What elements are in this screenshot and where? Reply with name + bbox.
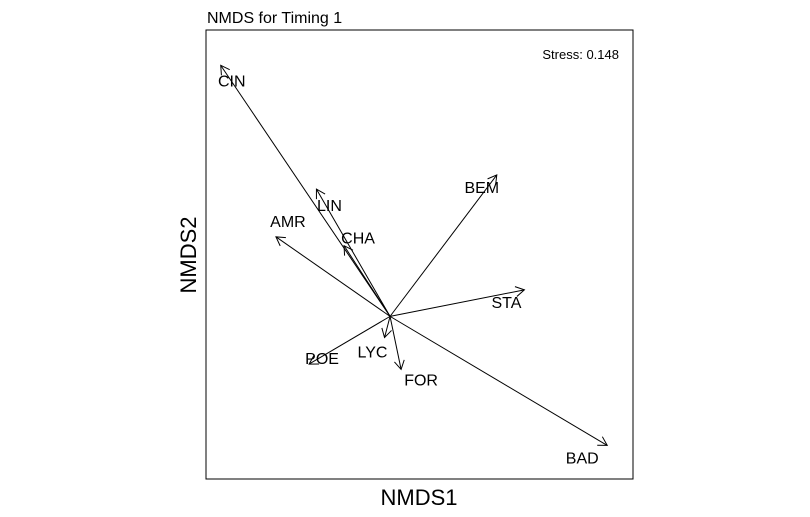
arrowhead-sta (514, 286, 526, 297)
vector-label-bem: BEM (464, 180, 499, 197)
vector-bad (389, 315, 608, 446)
vector-label-for: FOR (404, 372, 438, 389)
vector-label-cha: CHA (341, 231, 375, 248)
arrowhead-bad (597, 436, 609, 446)
plot-frame (205, 29, 634, 480)
arrowhead-cha (343, 244, 354, 256)
vector-label-sta: STA (491, 295, 521, 312)
arrowhead-for (394, 359, 405, 371)
vector-lin (315, 188, 391, 317)
vector-cha (343, 245, 391, 317)
vector-label-amr: AMR (270, 214, 306, 231)
vector-amr (275, 236, 391, 317)
vector-label-cin: CIN (218, 73, 246, 90)
vector-sta (389, 289, 525, 317)
arrowhead-poe (308, 355, 320, 365)
vector-label-lyc: LYC (358, 345, 388, 362)
vector-for (389, 316, 402, 370)
stress-annotation: Stress: 0.148 (542, 47, 619, 62)
vector-label-lin: LIN (317, 198, 342, 215)
vector-lyc (384, 316, 391, 338)
arrowhead-lyc (381, 327, 392, 339)
arrowhead-lin (315, 188, 326, 200)
arrowhead-cin (220, 64, 230, 76)
x-axis-label: NMDS1 (380, 485, 457, 510)
arrowhead-amr (275, 236, 286, 247)
vector-layer: CIN LIN BEM AMR CHA STA POE LYC FOR BAD (218, 64, 609, 467)
vector-cin (220, 65, 391, 317)
arrowhead-bem (487, 174, 498, 185)
vector-bem (389, 174, 498, 317)
vector-label-bad: BAD (566, 450, 599, 467)
vector-label-poe: POE (305, 351, 339, 368)
y-axis-label: NMDS2 (176, 216, 201, 293)
vector-poe (308, 315, 391, 365)
chart-title: NMDS for Timing 1 (207, 10, 342, 27)
